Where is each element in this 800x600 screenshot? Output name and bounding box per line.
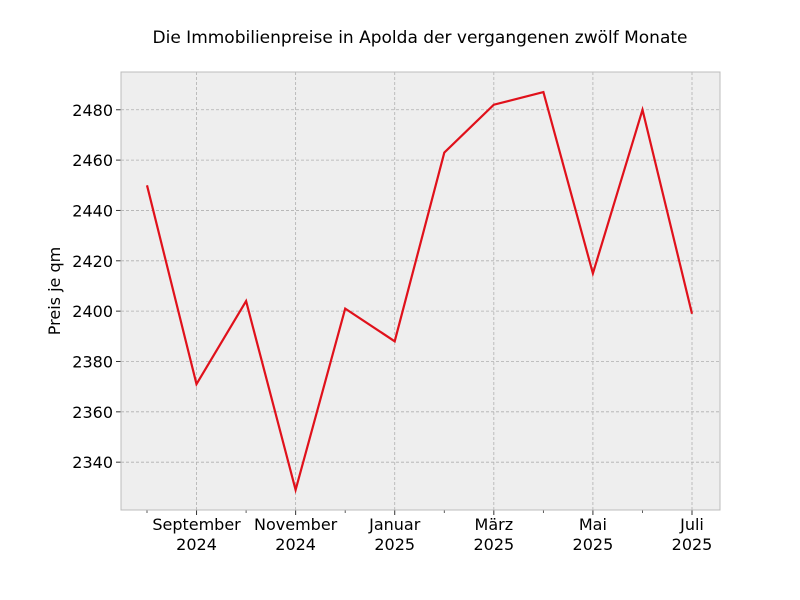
- y-tick-label: 2480: [72, 101, 113, 120]
- x-tick-label-month: November: [254, 515, 338, 534]
- y-tick-label: 2380: [72, 352, 113, 371]
- x-axis-ticks: September2024November2024Januar2025März2…: [152, 510, 712, 554]
- grid-lines: [121, 72, 720, 510]
- x-tick-label-year: 2025: [672, 535, 713, 554]
- series-line: [145, 90, 694, 495]
- plot-frame: [120, 71, 721, 511]
- y-tick-label: 2420: [72, 252, 113, 271]
- plot-area: [121, 72, 720, 510]
- chart-title: Die Immobilienpreise in Apolda der verga…: [153, 28, 688, 48]
- y-tick-label: 2400: [72, 302, 113, 321]
- y-tick-label: 2440: [72, 201, 113, 220]
- x-tick-label-year: 2025: [374, 535, 415, 554]
- y-tick-label: 2360: [72, 403, 113, 422]
- y-tick-label: 2460: [72, 151, 113, 170]
- y-axis-label: Preis je qm: [45, 247, 64, 335]
- x-tick-label-month: Januar: [368, 515, 421, 534]
- x-tick-label-year: 2025: [573, 535, 614, 554]
- x-tick-label-year: 2024: [176, 535, 217, 554]
- x-tick-label-month: März: [475, 515, 514, 534]
- x-tick-label-month: Juli: [679, 515, 704, 534]
- x-tick-label-month: Mai: [579, 515, 607, 534]
- x-tick-label-month: September: [152, 515, 241, 534]
- series-group: [145, 90, 694, 495]
- y-axis-ticks: 2340 2360 2380 2400 2420 2440 2460 2480: [72, 101, 121, 472]
- x-tick-label-year: 2024: [275, 535, 316, 554]
- y-tick-label: 2340: [72, 453, 113, 472]
- x-tick-label-year: 2025: [473, 535, 514, 554]
